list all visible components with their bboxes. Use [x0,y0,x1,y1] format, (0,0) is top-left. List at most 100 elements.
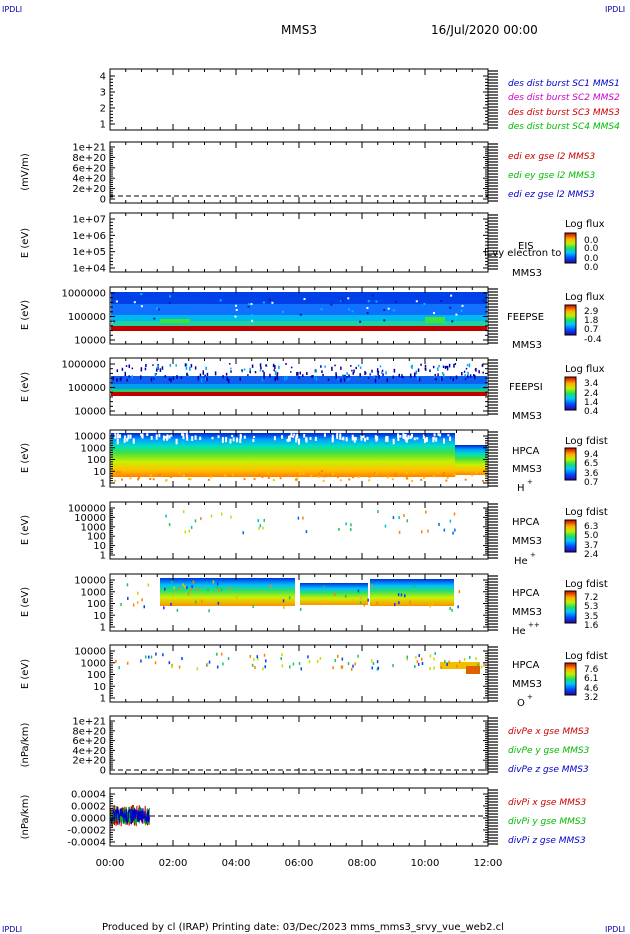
hpca-o-dot [181,657,183,661]
hpca-he2-dot [321,599,324,603]
feepsi-speckle [204,376,207,381]
feepsi-speckle [249,369,251,374]
hpca-h-speckle [454,473,457,476]
hpca-he2-dot [449,606,451,610]
hpca-o-dot [227,657,230,661]
feepsi-speckle [124,371,127,377]
hpca-o-cb-tick: 7.6 [584,665,599,675]
feepsi-speckle [228,363,231,365]
hpca-he-dot [182,510,185,514]
hpca-h-speckle [318,472,321,475]
hpca-he2-dot [398,601,400,605]
hpca-h-speckle [336,433,339,439]
hpca-o-dot [118,666,120,670]
hpca-he2-dot [184,585,186,589]
hpca-he-colorbar [564,519,577,553]
feepse-speckle [395,301,398,304]
hpca-h-speckle [305,437,308,443]
feepse-noise [112,293,485,323]
feepsi-speckle [197,375,200,381]
hpca-o-label-mission: MMS3 [512,679,542,690]
hpca-h-speckle [211,436,214,440]
hpca-o-cb-tick: 4.6 [584,684,599,694]
hpca-h-speckle [162,435,165,441]
feepse-speckle [383,319,386,322]
hpca-he2-species: He [512,626,526,637]
feepsi-speckle [468,363,471,368]
feepse-speckle [433,312,436,315]
hpca-he-dot [406,519,409,523]
feepsi-speckle [274,365,276,370]
feepsi-speckle [315,376,318,382]
feepsi-spectrogram-band [111,376,487,386]
y-tick-label: 4e+20 [72,174,106,185]
hpca-he-dot [449,519,452,523]
date-title: 16/Jul/2020 00:00 [431,23,538,37]
feepsi-speckle [312,375,314,379]
y-tick-label: 1 [100,623,106,634]
feepsi-speckle [464,374,466,377]
hpca-o-dot [332,666,334,670]
y-tick-label: 100 [87,670,106,681]
hpca-h-speckle [155,434,158,440]
feepsi-speckle [401,374,403,378]
feepsi-speckle [119,377,122,382]
feepsi-speckle [381,369,384,372]
hpca-h-speckle [191,436,194,442]
feepsi-speckle [185,366,188,370]
feepse-speckle [140,293,143,296]
feepsi-noise [112,363,484,384]
feepsi-speckle [180,376,183,379]
feepsi-colorbar [564,376,577,411]
hpca-o-dot [444,659,446,663]
hpca-o-species: O [517,698,525,709]
hpca-h-speckle [229,438,232,444]
feepsi-speckle [260,366,262,370]
hpca-h-speckle [373,472,376,475]
feepsi-speckle [429,369,431,373]
hpca-he-dot [257,519,259,523]
hpca-h-speckle [231,473,234,476]
feepsi-speckle [276,375,278,380]
hpca-he-dot [384,524,387,528]
hpca-he2-dot [120,603,122,607]
hpca-h-speckle [447,434,450,437]
feepse-speckle [303,297,306,300]
hpca-h-label-mission: MMS3 [512,464,542,475]
hpca-he2-dot [236,596,238,600]
hpca-h-speckle [402,433,405,439]
hpca-he2-dot [163,606,165,610]
hpca-he-dot [258,526,260,530]
feepsi-speckle [263,375,265,380]
feepsi-speckle [185,363,188,367]
divpe-ylabel: (nPa/km) [20,723,31,768]
hpca-o-dot [434,652,436,656]
feepsi-speckle [357,364,360,367]
hpca-he-dot [454,528,456,532]
y-tick-label: 1e+06 [72,231,106,242]
feepsi-speckle [340,378,342,383]
feepse-speckle [451,320,454,323]
legend-edi-z: edi ez gse l2 MMS3 [508,190,595,200]
feepsi-speckle [373,375,376,378]
hpca-o-dot [440,666,443,670]
feepse-speckle [251,314,254,317]
feepsi-speckle [259,363,262,367]
hpca-he2-dot [187,592,190,596]
feepse-speckle [140,305,143,308]
hpca-h-speckle [296,477,299,480]
hpca-o-dot [463,657,466,661]
feepse-speckle [282,310,285,313]
feepsi-speckle [464,378,467,380]
hpca-he-dot [425,510,427,514]
hpca-h-speckle [298,473,301,476]
feepsi-speckle [381,371,383,374]
hpca-h-speckle [126,437,129,442]
hpca-he2-dot [250,600,252,604]
hpca-he2-dot [363,603,366,607]
feepsi-speckle [352,371,355,375]
hpca-h-speckle [137,476,140,479]
hpca-o-dot [429,666,431,670]
hpca-h-speckle [363,437,366,442]
y-tick-label: 1 [100,694,106,705]
